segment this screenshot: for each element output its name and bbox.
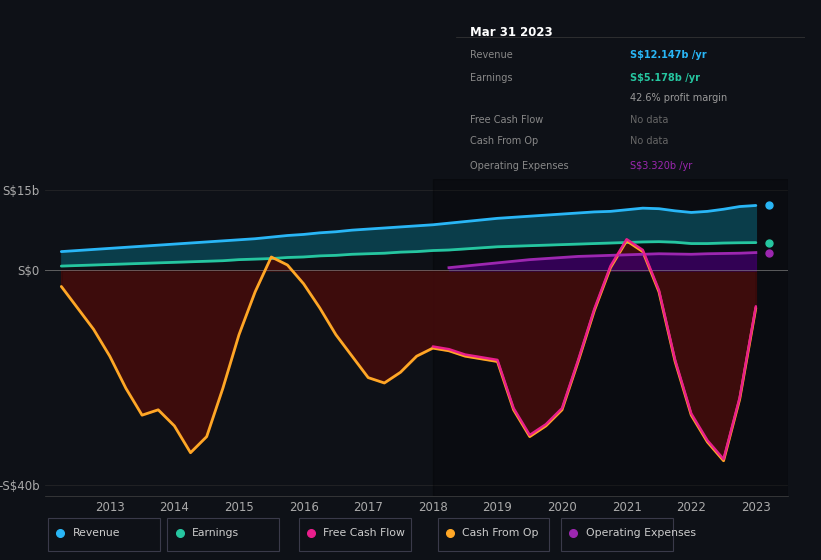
- Text: Earnings: Earnings: [470, 73, 512, 83]
- Text: Operating Expenses: Operating Expenses: [470, 161, 568, 171]
- Text: No data: No data: [631, 136, 668, 146]
- Text: S$3.320b /yr: S$3.320b /yr: [631, 161, 692, 171]
- Text: Free Cash Flow: Free Cash Flow: [470, 115, 543, 125]
- Text: S$12.147b /yr: S$12.147b /yr: [631, 50, 707, 60]
- Text: Cash From Op: Cash From Op: [470, 136, 538, 146]
- Text: No data: No data: [631, 115, 668, 125]
- Text: Cash From Op: Cash From Op: [462, 529, 539, 538]
- Bar: [433, 179, 788, 496]
- Text: Free Cash Flow: Free Cash Flow: [323, 529, 406, 538]
- Text: S$5.178b /yr: S$5.178b /yr: [631, 73, 700, 83]
- Text: 42.6% profit margin: 42.6% profit margin: [631, 94, 727, 103]
- Text: Revenue: Revenue: [470, 50, 512, 60]
- Text: Revenue: Revenue: [72, 529, 120, 538]
- Text: Earnings: Earnings: [192, 529, 239, 538]
- Text: Mar 31 2023: Mar 31 2023: [470, 26, 553, 39]
- Text: Operating Expenses: Operating Expenses: [585, 529, 695, 538]
